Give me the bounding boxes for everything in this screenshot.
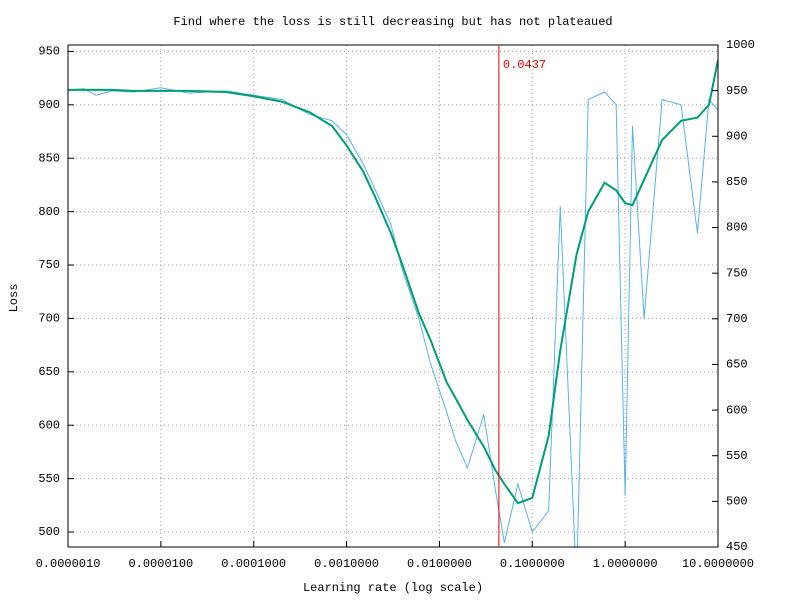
y2-tick-label: 950	[726, 84, 748, 98]
y2-tick-label: 500	[726, 495, 748, 509]
y-tick-label: 650	[38, 365, 60, 379]
y-tick-label: 750	[38, 258, 60, 272]
y-axis-label: Loss	[7, 284, 21, 313]
y-tick-label: 550	[38, 472, 60, 486]
y-tick-label: 900	[38, 98, 60, 112]
x-tick-label: 0.0010000	[314, 557, 379, 571]
series-line	[68, 59, 718, 505]
y2-tick-label: 900	[726, 129, 748, 143]
y2-tick-label: 700	[726, 312, 748, 326]
y2-tick-label: 450	[726, 540, 748, 554]
y2-tick-label: 600	[726, 403, 748, 417]
marker-label: 0.0437	[503, 58, 546, 72]
plot-area	[68, 59, 718, 547]
x-tick-label: 0.0100000	[407, 557, 472, 571]
y-tick-label: 850	[38, 151, 60, 165]
x-tick-label: 0.0000100	[128, 557, 193, 571]
y2-tick-label: 750	[726, 266, 748, 280]
x-tick-label: 1.0000000	[593, 557, 658, 571]
x-tick-label: 0.0000010	[36, 557, 101, 571]
chart-title: Find where the loss is still decreasing …	[173, 15, 612, 29]
y-tick-label: 500	[38, 525, 60, 539]
y-tick-label: 600	[38, 418, 60, 432]
y-tick-label: 950	[38, 45, 60, 59]
y2-tick-label: 550	[726, 449, 748, 463]
x-tick-label: 0.1000000	[500, 557, 565, 571]
y-tick-label: 700	[38, 312, 60, 326]
y2-tick-label: 850	[726, 175, 748, 189]
x-tick-label: 0.0001000	[221, 557, 286, 571]
y-tick-label: 800	[38, 205, 60, 219]
x-axis-label: Learning rate (log scale)	[303, 581, 483, 595]
y2-tick-label: 1000	[726, 38, 755, 52]
plot-frame	[67, 44, 719, 548]
x-tick-label: 10.0000000	[682, 557, 754, 571]
grid	[67, 45, 719, 547]
series-line	[68, 87, 718, 547]
y2-tick-label: 650	[726, 358, 748, 372]
y2-tick-label: 800	[726, 221, 748, 235]
